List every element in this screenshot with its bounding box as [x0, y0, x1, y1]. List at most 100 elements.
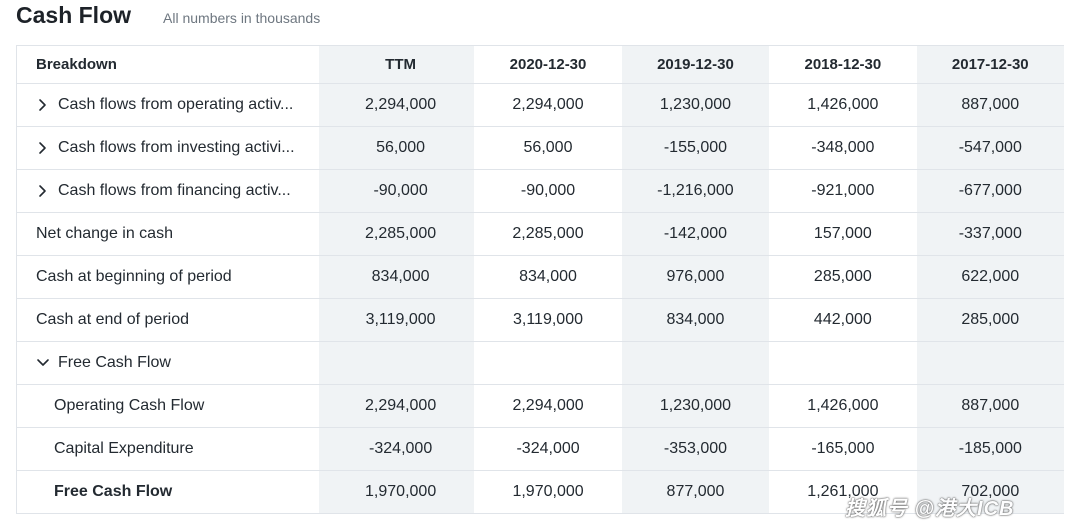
- table-row: Net change in cash 2,285,000 2,285,000 -142…: [16, 213, 1064, 256]
- table-row: Free Cash Flow 1,970,000 1,970,000 877,000 1…: [16, 471, 1065, 514]
- table-row: Cash at end of period 3,119,000 3,119,000 8…: [16, 299, 1064, 342]
- value-cell-ttm: 56,000: [326, 127, 475, 169]
- column-header-ttm: TTM: [326, 46, 475, 83]
- value-cell-2020: 2,294,000: [512, 397, 584, 414]
- row-label-cell[interactable]: Free Cash Flow: [16, 342, 319, 384]
- cash-flow-table: Breakdown TTM 2020-12-30 2019-12-30 2018…: [16, 45, 1065, 514]
- page-title: Cash Flow: [16, 2, 132, 28]
- value-cell-2020: [474, 342, 621, 384]
- value-cell-2019: 877,000: [621, 471, 770, 513]
- row-label: Free Cash Flow: [54, 483, 173, 500]
- table-row: Cash at beginning of period 834,000 834,00…: [16, 256, 1064, 299]
- value-cell-2020: -90,000: [520, 182, 576, 199]
- chevron-right-icon[interactable]: [36, 184, 50, 198]
- column-divider: [318, 428, 327, 470]
- column-divider: [318, 299, 327, 341]
- row-label: Free Cash Flow: [58, 354, 171, 371]
- value-cell-2020: -324,000: [516, 440, 580, 457]
- value-cell-2019: 834,000: [621, 299, 770, 341]
- row-label-cell[interactable]: Cash flows from financing activ...: [16, 170, 319, 212]
- column-header-2017: 2017-12-30: [916, 46, 1064, 83]
- value-cell-2019: -155,000: [621, 127, 770, 169]
- value-cell-ttm: 834,000: [326, 256, 475, 298]
- table-body: Cash flows from operating activ... 2,294,…: [16, 84, 1065, 514]
- value-cell-2018: 285,000: [813, 268, 872, 285]
- row-label-cell: Operating Cash Flow: [16, 385, 319, 427]
- row-label: Capital Expenditure: [54, 440, 194, 457]
- column-header-breakdown: Breakdown: [16, 46, 319, 83]
- column-divider: [318, 256, 327, 298]
- value-cell-2020: 1,970,000: [512, 483, 584, 500]
- value-cell-2017: 285,000: [916, 299, 1064, 341]
- row-label-cell[interactable]: Cash flows from operating activ...: [16, 84, 319, 126]
- units-note: All numbers in thousands: [163, 10, 321, 26]
- value-cell-2019: -353,000: [621, 428, 770, 470]
- row-label: Cash flows from investing activi...: [58, 139, 295, 156]
- column-header-2019: 2019-12-30: [621, 46, 770, 83]
- value-cell-2019: [621, 342, 770, 384]
- row-label: Net change in cash: [36, 225, 173, 242]
- row-label-cell: Free Cash Flow: [16, 471, 319, 513]
- row-label-cell: Capital Expenditure: [16, 428, 319, 470]
- row-label-cell: Net change in cash: [16, 213, 319, 255]
- value-cell-2019: 1,230,000: [621, 385, 770, 427]
- table-header-row: Breakdown TTM 2020-12-30 2019-12-30 2018…: [16, 46, 1064, 84]
- value-cell-2018: 1,261,000: [807, 483, 879, 500]
- value-cell-2017: 887,000: [916, 84, 1064, 126]
- value-cell-2017: [916, 342, 1064, 384]
- value-cell-2017: 702,000: [916, 471, 1065, 513]
- value-cell-2018: 442,000: [813, 311, 872, 328]
- row-label: Cash flows from financing activ...: [58, 182, 291, 199]
- column-divider: [318, 385, 327, 427]
- column-divider: [318, 46, 327, 83]
- column-divider: [318, 127, 327, 169]
- column-divider: [318, 471, 327, 513]
- value-cell-ttm: 3,119,000: [326, 299, 475, 341]
- value-cell-2017: 887,000: [916, 385, 1065, 427]
- table-row[interactable]: Cash flows from operating activ... 2,294,…: [16, 84, 1064, 127]
- column-header-2020: 2020-12-30: [509, 56, 587, 73]
- column-divider: [318, 170, 327, 212]
- value-cell-2020: 834,000: [519, 268, 577, 285]
- value-cell-2020: 56,000: [523, 139, 573, 156]
- value-cell-2018: -165,000: [811, 440, 875, 457]
- chevron-right-icon[interactable]: [36, 141, 50, 155]
- chevron-right-icon[interactable]: [36, 98, 50, 112]
- row-label-cell: Cash at end of period: [16, 299, 319, 341]
- row-label-cell[interactable]: Cash flows from investing activi...: [16, 127, 319, 169]
- value-cell-2019: -142,000: [621, 213, 770, 255]
- value-cell-ttm: 2,294,000: [326, 385, 475, 427]
- table-row[interactable]: Cash flows from investing activi... 56,00…: [16, 127, 1064, 170]
- value-cell-2019: 1,230,000: [621, 84, 770, 126]
- table-row[interactable]: Cash flows from financing activ... -90,00…: [16, 170, 1064, 213]
- value-cell-ttm: [326, 342, 475, 384]
- column-divider: [318, 213, 327, 255]
- row-label: Operating Cash Flow: [54, 397, 205, 414]
- value-cell-2018: 1,426,000: [807, 397, 879, 414]
- column-divider: [318, 84, 327, 126]
- value-cell-ttm: -324,000: [326, 428, 475, 470]
- row-label-cell: Cash at beginning of period: [16, 256, 319, 298]
- value-cell-2019: -1,216,000: [621, 170, 770, 212]
- row-label: Cash at end of period: [36, 311, 189, 328]
- value-cell-2020: 3,119,000: [513, 311, 583, 328]
- value-cell-2018: [769, 342, 916, 384]
- page-header: Cash Flow All numbers in thousands: [16, 2, 320, 36]
- value-cell-2017: 622,000: [916, 256, 1064, 298]
- chevron-down-icon[interactable]: [36, 356, 50, 370]
- value-cell-2018: 157,000: [813, 225, 872, 242]
- value-cell-2017: -547,000: [916, 127, 1064, 169]
- watermark: 搜狐号 @港大ICB: [845, 498, 1015, 520]
- value-cell-2017: -677,000: [916, 170, 1064, 212]
- table-row[interactable]: Free Cash Flow: [16, 342, 1064, 385]
- value-cell-2019: 976,000: [621, 256, 770, 298]
- value-cell-ttm: -90,000: [326, 170, 475, 212]
- column-header-2018: 2018-12-30: [804, 56, 882, 73]
- value-cell-2020: 2,285,000: [512, 225, 584, 242]
- row-label: Cash at beginning of period: [36, 268, 232, 285]
- value-cell-2017: -185,000: [916, 428, 1065, 470]
- value-cell-2018: 1,426,000: [807, 96, 879, 113]
- value-cell-ttm: 1,970,000: [326, 471, 475, 513]
- value-cell-ttm: 2,294,000: [326, 84, 475, 126]
